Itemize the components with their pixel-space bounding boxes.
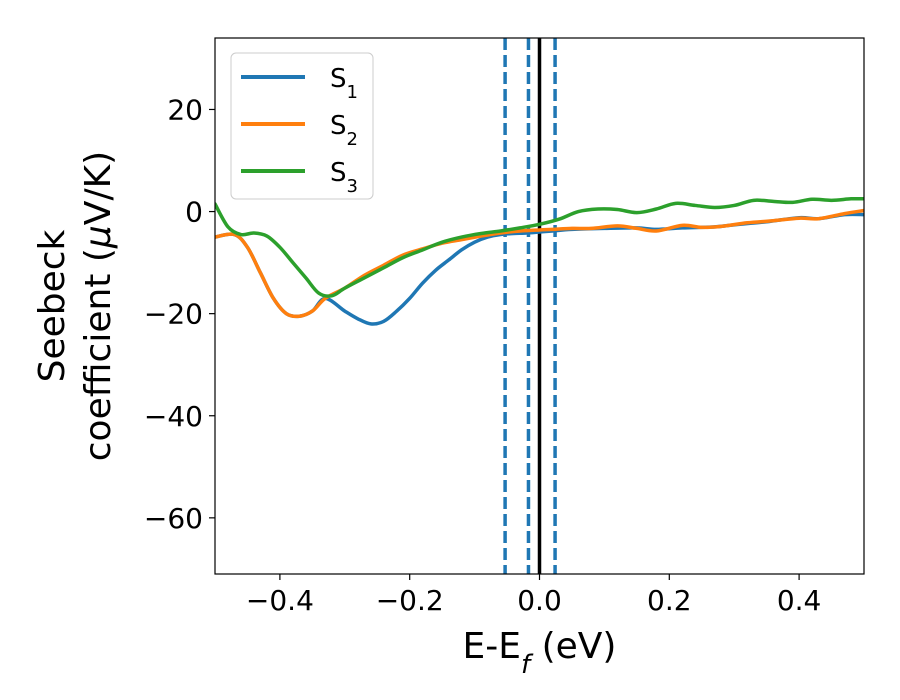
legend-label-s1: S1 xyxy=(330,64,358,103)
x-axis-label: E-Ef (eV) xyxy=(463,626,617,680)
x-tick-label: 0.4 xyxy=(777,584,822,617)
x-tick-label: −0.2 xyxy=(376,584,444,617)
y-tick-label: 20 xyxy=(167,93,203,126)
y-axis-label-line1: Seebeck xyxy=(32,229,73,382)
y-axis-label: Seebeck coefficient (μV/K) xyxy=(32,151,119,461)
legend-label-s2: S2 xyxy=(330,111,358,150)
y-tick-label: −20 xyxy=(144,298,203,331)
x-tick-label: 0.0 xyxy=(517,584,562,617)
series-line-s3 xyxy=(215,196,864,298)
y-tick-label: −40 xyxy=(144,400,203,433)
legend: S1 S2 S3 xyxy=(230,52,374,200)
y-tick-label: −60 xyxy=(144,502,203,535)
legend-label-s3: S3 xyxy=(330,158,358,197)
x-tick-label: −0.4 xyxy=(246,584,314,617)
x-tick-label: 0.2 xyxy=(647,584,692,617)
y-tick-label: 0 xyxy=(185,196,203,229)
series-line-s2 xyxy=(215,208,864,319)
y-axis-label-line2: coefficient (μV/K) xyxy=(78,151,119,461)
